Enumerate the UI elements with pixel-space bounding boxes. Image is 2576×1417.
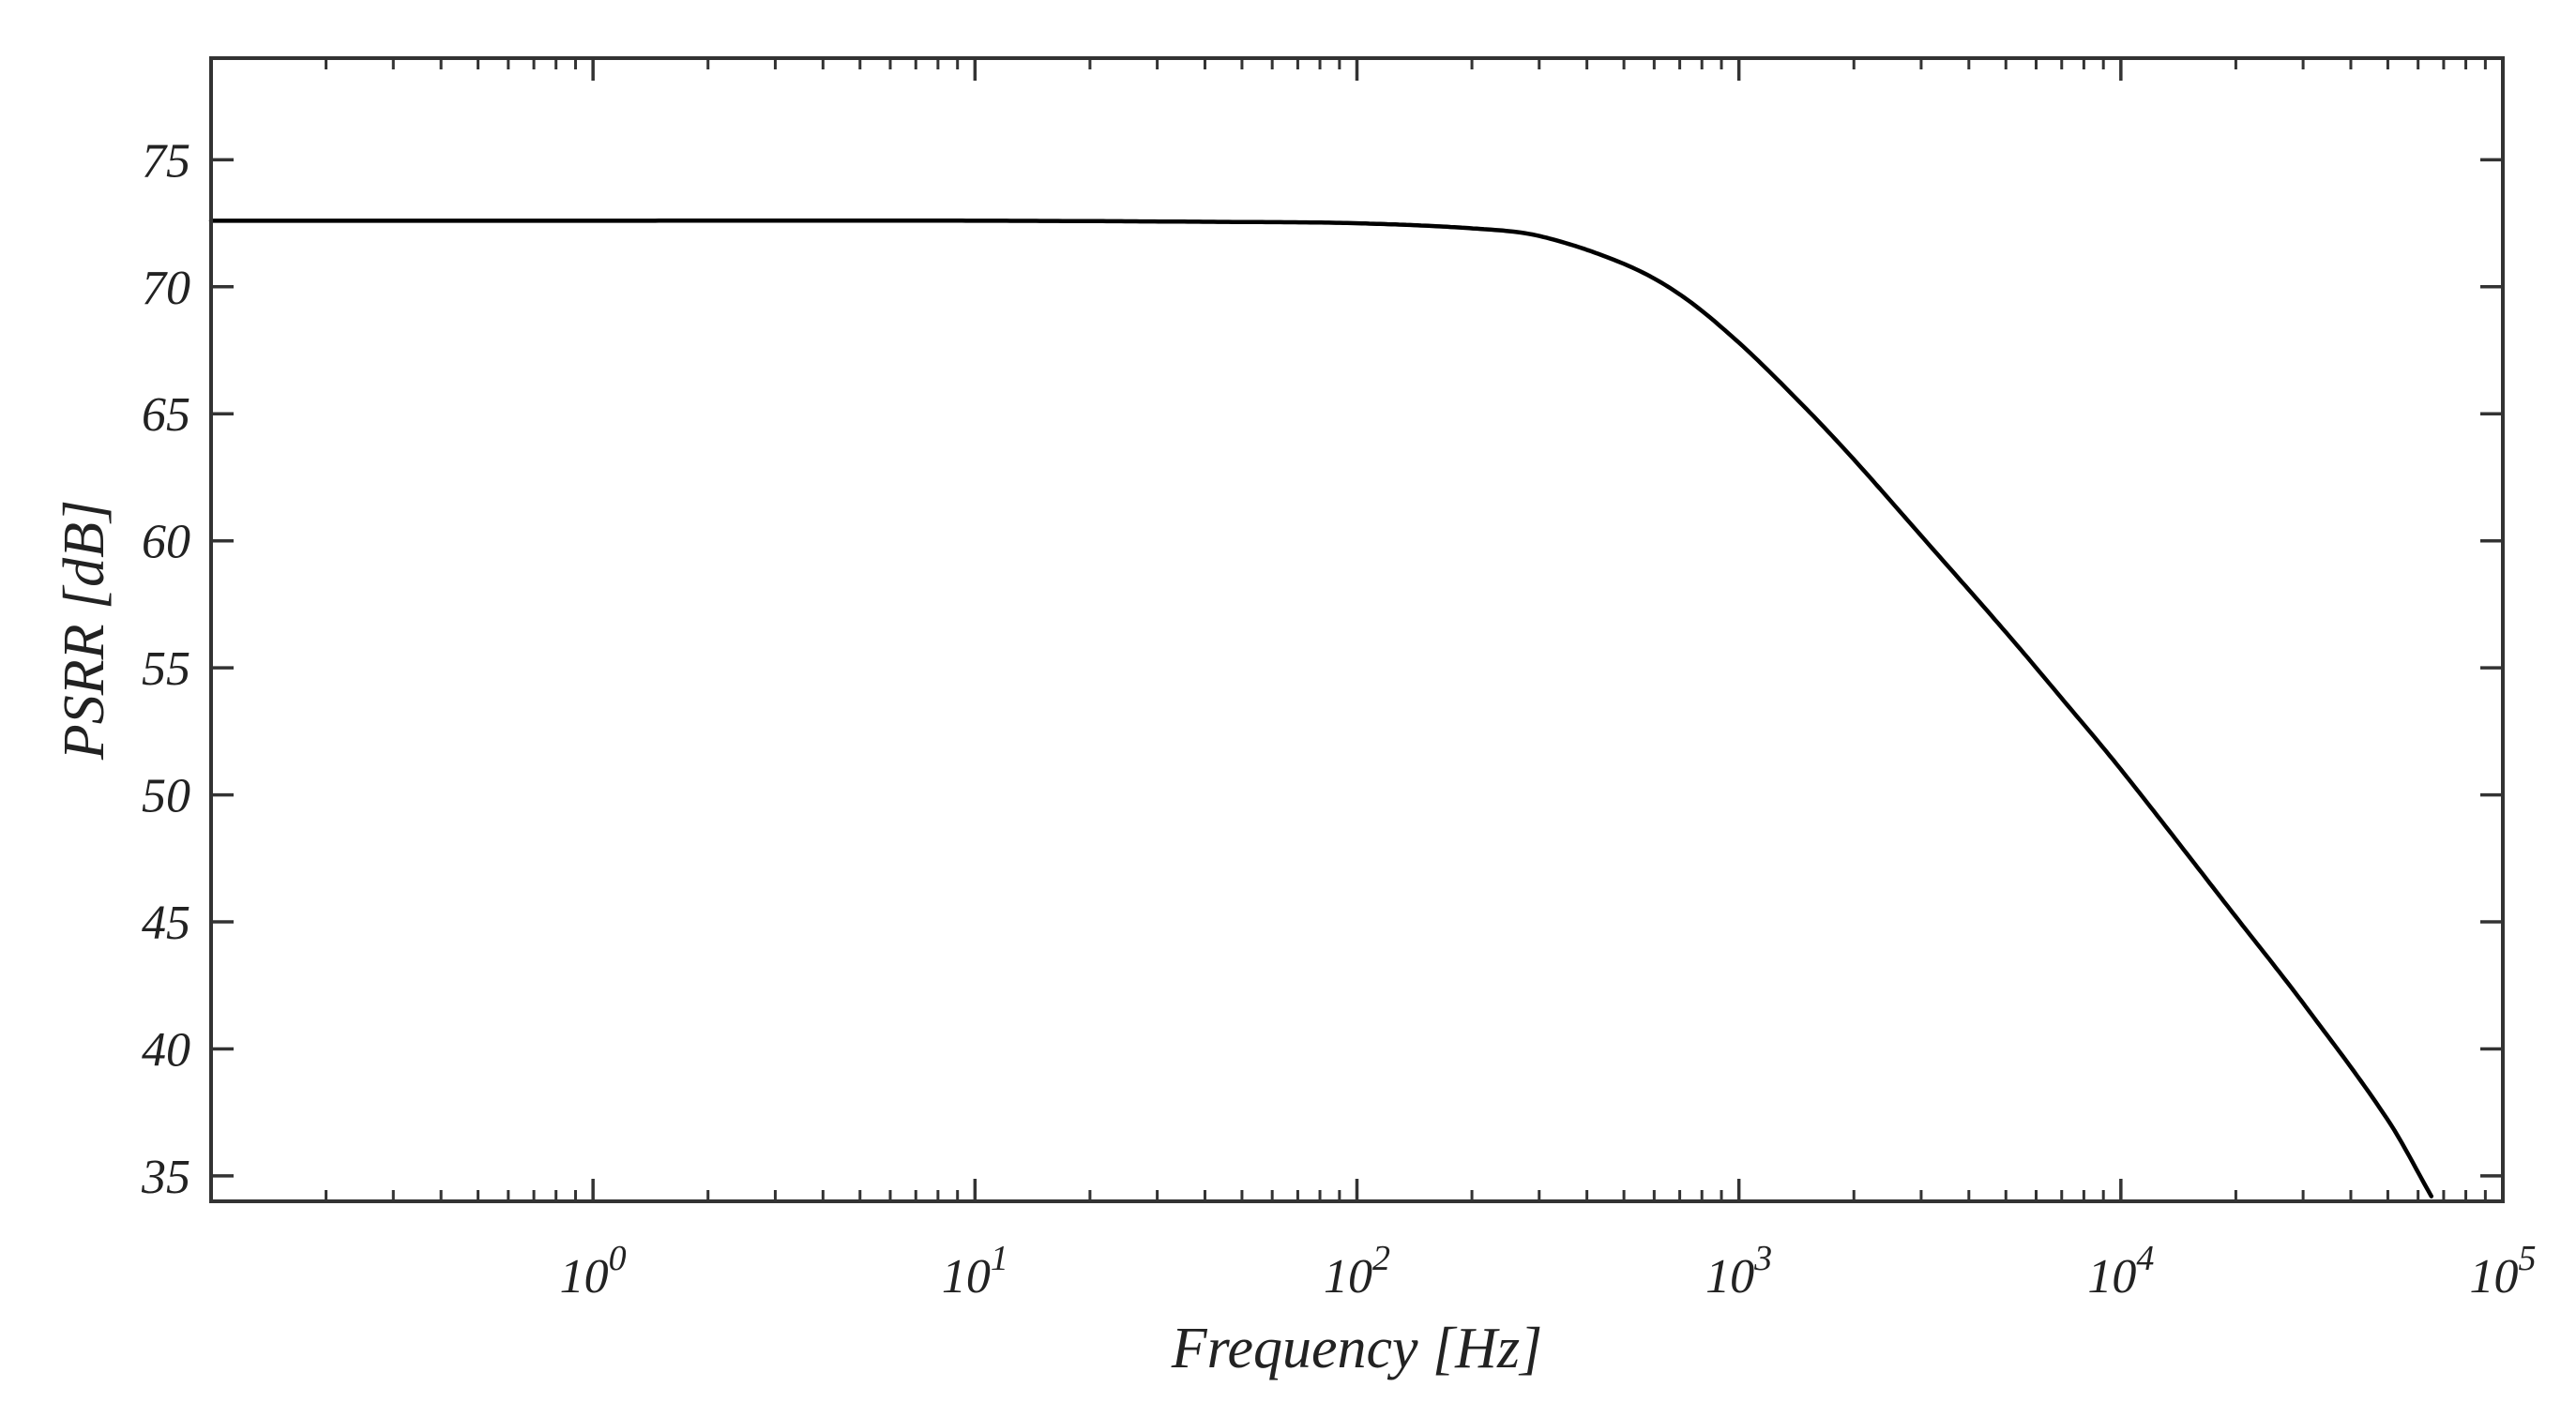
x-axis-label: Frequency [Hz] xyxy=(1171,1317,1542,1380)
psrr-line xyxy=(208,219,2434,1198)
axis-ticks xyxy=(209,58,2505,1201)
x-tick-base: 10 xyxy=(2087,1250,2136,1304)
x-tick-base: 10 xyxy=(560,1250,609,1304)
y-axis-label: PSRR [dB] xyxy=(53,500,116,761)
y-tick-label: 75 xyxy=(142,134,190,188)
x-tick-exponent: 3 xyxy=(1753,1239,1772,1278)
x-tick-base: 10 xyxy=(942,1250,991,1304)
y-tick-label: 35 xyxy=(141,1151,190,1204)
x-tick-label: 103 xyxy=(1705,1239,1772,1304)
x-tick-labels: 100 101 102 103 104 105 xyxy=(560,1239,2537,1304)
y-tick-label: 55 xyxy=(142,642,190,696)
y-tick-label: 40 xyxy=(142,1023,190,1077)
x-tick-base: 10 xyxy=(1324,1250,1372,1304)
y-tick-label: 50 xyxy=(142,770,190,823)
x-tick-exponent: 0 xyxy=(609,1239,627,1278)
y-tick-label: 45 xyxy=(142,897,190,950)
x-tick-base: 10 xyxy=(2470,1250,2519,1304)
x-tick-exponent: 2 xyxy=(1372,1239,1390,1278)
x-tick-label: 101 xyxy=(942,1239,1008,1304)
y-tick-labels: 35 40 45 50 55 60 65 70 75 xyxy=(141,134,190,1204)
plot-frame xyxy=(209,56,2505,1203)
x-tick-exponent: 5 xyxy=(2519,1239,2537,1278)
y-tick-label: 65 xyxy=(142,388,190,442)
x-tick-label: 104 xyxy=(2087,1239,2154,1304)
x-tick-base: 10 xyxy=(1705,1250,1754,1304)
x-tick-exponent: 1 xyxy=(991,1239,1008,1278)
x-tick-label: 105 xyxy=(2470,1239,2537,1304)
x-tick-exponent: 4 xyxy=(2136,1239,2154,1278)
x-tick-label: 100 xyxy=(560,1239,627,1304)
x-tick-label: 102 xyxy=(1324,1239,1390,1304)
y-tick-label: 70 xyxy=(142,262,190,315)
y-tick-label: 60 xyxy=(142,516,190,569)
